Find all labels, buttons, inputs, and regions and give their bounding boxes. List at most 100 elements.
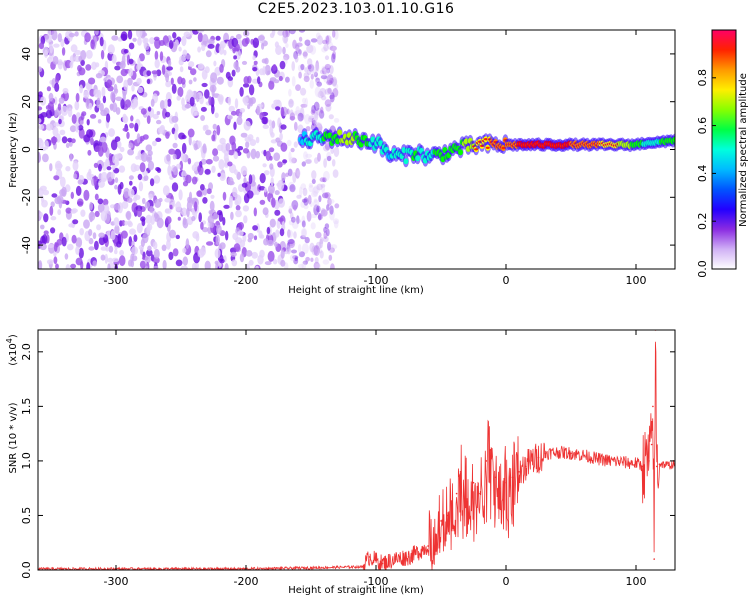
spectrogram-noise-blob [248,97,254,107]
spectrogram-noise-blob [301,215,306,226]
spectrogram-noise-blob [119,181,124,190]
spectrogram-noise-blob [108,245,114,253]
spectrogram-noise-blob [310,109,316,115]
spectrogram-noise-blob [241,38,249,47]
spectrogram-noise-blob [314,109,319,121]
spectrogram-noise-blob [131,84,135,92]
spectrogram-noise-blob [286,248,292,253]
spectrogram-noise-blob [218,159,225,170]
spectrogram-noise-blob [288,88,292,97]
colorbar-tick-label: 0.4 [696,165,709,183]
spectrogram-noise-blob [324,63,331,70]
spectrogram-noise-blob [267,250,275,262]
spectrogram-noise-blob [311,245,319,256]
spectrogram-noise-blob [303,75,310,83]
spectrogram-noise-blob [228,197,233,209]
spectrogram-noise-blob [288,208,293,214]
spectrogram-noise-blob [137,57,141,67]
spectrogram-noise-blob [224,263,229,269]
spectrogram-noise-blob [331,159,336,167]
spectrogram-noise-blob [310,73,314,80]
spectrogram-noise-blob [93,162,99,168]
spectrogram-noise-blob [191,207,196,216]
colorbar-label: Normalized spectral amplitude [738,73,749,227]
spectrogram-noise-blob [91,61,97,70]
snr-y-tick-label: 1.0 [20,452,33,470]
spectrogram-noise-blob [126,220,132,226]
spectrogram-noise-blob [204,168,211,175]
spectrogram-noise-blob [148,193,153,200]
spectrogram-noise-blob [302,97,306,104]
snr-point [609,460,611,462]
spectrogram-noise-blob [288,98,294,109]
spectrogram-noise-blob [92,260,97,267]
spectrogram-noise-blob [227,96,232,106]
spectrogram-noise-blob [150,215,156,225]
spectrogram-noise-blob [323,231,328,240]
spectrogram-noise-blob [48,92,54,102]
snr-series [38,330,675,570]
spectrogram-noise-blob [288,186,296,191]
spectrogram-noise-blob [67,137,73,143]
spectrogram-noise-blob [88,168,92,177]
spectrogram-noise-blob [331,53,336,63]
spectrogram-noise-blob [173,166,178,176]
spectrogram-ridge-cell [403,158,409,165]
spectrogram-noise-blob [219,258,225,264]
spectrogram-noise-blob [291,76,296,87]
spectrogram-noise-blob [188,135,192,146]
spectrogram-noise-blob [193,143,198,151]
spectrogram-noise-blob [271,197,276,208]
spectrogram-noise-blob [233,169,238,175]
spectrogram-noise-blob [292,39,297,49]
spectrogram-noise-blob [56,195,64,204]
spectrogram-noise-blob [249,139,257,146]
spectrogram-noise-blob [309,45,317,55]
spectrogram-noise-blob [316,183,323,191]
spectrogram-noise-blob [120,230,128,239]
spectrogram-noise-blob [127,197,133,203]
spectrogram-noise-blob [119,60,126,70]
spectrogram-noise-blob [110,91,116,102]
spectrogram-noise-blob [190,197,198,203]
spectrogram-noise-blob [57,209,62,216]
spectrogram-noise-blob [201,227,209,233]
spectrogram-noise-blob [79,228,84,236]
spectrogram-noise-blob [298,111,303,117]
spectrogram-noise-blob [285,76,290,83]
spectrogram-noise-blob [93,175,97,187]
spectrogram-noise-blob [311,111,318,119]
spectrogram-noise-blob [222,191,227,201]
spectrogram-noise-blob [230,110,237,116]
snr-frame [37,329,676,571]
spectrogram-noise-blob [214,248,221,259]
spectrogram-noise-blob [72,219,79,225]
spectrogram-noise-blob [266,226,271,235]
snr-point [381,562,384,565]
spectrogram-noise-blob [281,172,286,182]
spectrogram-noise-blob [61,136,68,144]
spectrogram-noise-blob [96,97,101,109]
spectrogram-noise-blob [99,136,107,143]
spectrogram-noise-blob [313,71,318,78]
spectrogram-noise-blob [252,225,258,231]
spectrogram-noise-blob [252,55,256,61]
spectrogram-ridge-cell [415,155,421,162]
spectrogram-noise-blob [304,39,311,46]
spectrogram-noise-blob [78,128,85,139]
spectrogram-noise-blob [242,148,250,154]
spectrogram-noise-blob [321,65,327,72]
spectrogram-noise-blob [330,244,338,250]
spectrogram-noise-blob [327,87,332,94]
spectrogram-noise-blob [255,150,261,159]
spectrogram-noise-blob [269,218,276,228]
spectrogram-noise-blob [216,224,222,235]
spectrogram-noise-blob [287,229,291,238]
spectrogram-noise-blob [83,189,90,201]
spectrogram-noise-blob [107,263,111,269]
spectrogram-noise-blob [329,77,334,84]
spectrogram-noise-blob [118,165,126,173]
spectrogram-noise-blob [128,175,134,180]
spectrogram-noise-blob [291,216,296,223]
spectrogram-noise-blob [288,219,295,226]
